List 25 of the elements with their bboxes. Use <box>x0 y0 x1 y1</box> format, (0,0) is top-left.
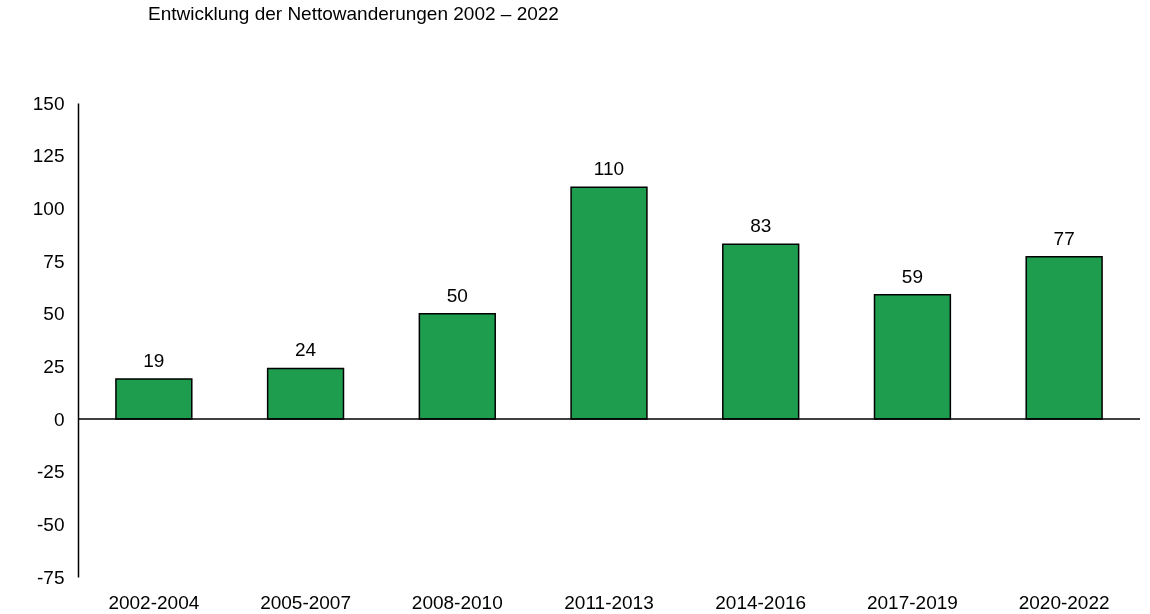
x-tick-label: 2014-2016 <box>715 591 807 613</box>
y-tick-label: 25 <box>43 355 65 377</box>
x-tick-label: 2005-2007 <box>260 591 352 613</box>
x-tick-label: 2017-2019 <box>866 591 958 613</box>
data-label: 50 <box>446 284 468 306</box>
y-tick-label: -75 <box>37 566 65 588</box>
y-tick-label: 100 <box>32 197 65 219</box>
y-tick-label: 125 <box>32 145 65 167</box>
y-tick-label: 50 <box>43 303 65 325</box>
data-label: 77 <box>1053 227 1075 249</box>
x-tick-label: 2002-2004 <box>108 591 200 613</box>
y-tick-label: -50 <box>37 513 65 535</box>
x-tick-label: 2011-2013 <box>564 591 654 613</box>
y-tick-label: 0 <box>53 408 65 430</box>
data-label: 24 <box>295 339 317 361</box>
data-label: 110 <box>593 158 625 180</box>
y-tick-label: 150 <box>32 92 65 114</box>
y-tick-label: 75 <box>43 250 65 272</box>
x-tick-label: 2020-2022 <box>1018 591 1110 613</box>
x-tick-label: 2008-2010 <box>411 591 503 613</box>
data-label: 83 <box>750 215 772 237</box>
data-label: 59 <box>901 265 923 287</box>
chart-title: Entwicklung der Nettowanderungen 2002 – 2022 <box>148 3 559 24</box>
y-tick-label: -25 <box>37 461 65 483</box>
data-label: 19 <box>143 349 165 371</box>
